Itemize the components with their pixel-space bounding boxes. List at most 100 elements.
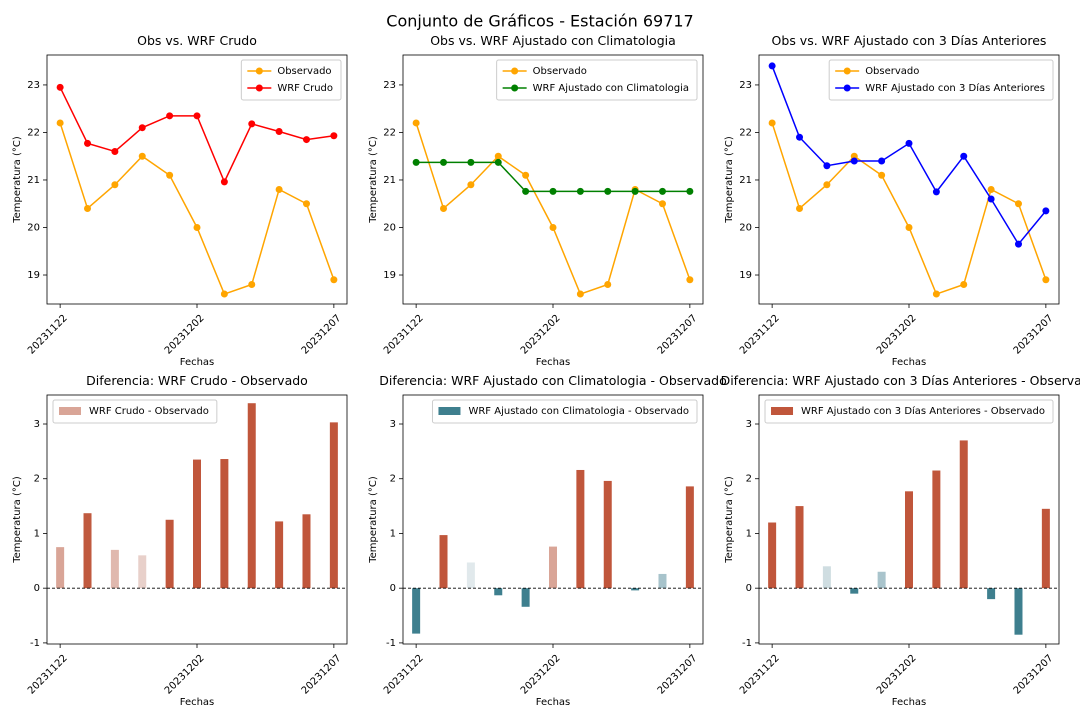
series-line (771, 122, 1047, 295)
axes-frame (402, 394, 704, 645)
bar (1014, 588, 1023, 635)
bar (959, 440, 968, 589)
bar (56, 547, 65, 589)
legend-label: WRF Ajustado con Climatologia - Observad… (468, 406, 689, 417)
legend-swatch (255, 67, 263, 75)
y-tick-label: 3 (746, 419, 752, 430)
figure-title: Conjunto de Gráficos - Estación 69717 (386, 12, 693, 31)
y-tick-label: 19 (383, 270, 396, 281)
x-axis-label: Fechas (180, 697, 215, 708)
x-tick-label: 20231207 (300, 653, 344, 697)
point (960, 152, 968, 160)
point (1014, 240, 1022, 248)
legend-label: WRF Crudo - Observado (89, 406, 209, 417)
point (796, 204, 804, 212)
point (576, 187, 584, 195)
y-tick-label: 22 (739, 127, 752, 138)
x-axis-label: Fechas (536, 357, 571, 368)
y-tick-label: 23 (739, 80, 752, 91)
point (440, 204, 448, 212)
x-tick-label: 20231202 (163, 313, 207, 357)
point (248, 281, 256, 289)
y-tick-label: 21 (383, 175, 396, 186)
point (138, 124, 146, 132)
y-tick-label: -1 (386, 638, 396, 649)
point (905, 223, 913, 231)
point (932, 290, 940, 298)
y-tick-label: 21 (27, 175, 40, 186)
bar (822, 566, 831, 589)
bar (412, 588, 421, 634)
legend-swatch (438, 407, 461, 415)
bar (302, 514, 311, 589)
y-tick-label: 0 (390, 583, 396, 594)
legend-label: WRF Crudo (277, 83, 333, 94)
point (138, 152, 146, 160)
point (111, 181, 119, 189)
legend-swatch (843, 67, 851, 75)
bar (521, 588, 530, 607)
legend: WRF Ajustado con 3 Días Anteriores - Obs… (764, 399, 1054, 424)
point (440, 158, 448, 166)
point (330, 132, 338, 140)
point (604, 281, 612, 289)
bar (329, 422, 338, 589)
point (166, 171, 174, 179)
point (412, 158, 420, 166)
legend-swatch (511, 67, 519, 75)
bar (138, 555, 147, 589)
legend-box (828, 59, 1054, 101)
bar (193, 459, 201, 589)
x-tick-label: 20231122 (738, 313, 782, 357)
x-tick-label: 20231122 (26, 313, 70, 357)
subplot-title: Obs vs. WRF Ajustado con Climatologia (430, 33, 676, 48)
y-tick-label: 22 (27, 127, 40, 138)
point (604, 187, 612, 195)
point (412, 119, 420, 127)
y-tick-label: 19 (27, 270, 40, 281)
point (549, 187, 557, 195)
bar (165, 519, 174, 589)
point (1042, 207, 1050, 215)
bar (466, 562, 475, 589)
series-line (59, 122, 335, 295)
x-axis-label: Fechas (536, 697, 571, 708)
legend: Observado WRF Ajustado con 3 Días Anterio… (828, 59, 1054, 101)
point (796, 133, 804, 141)
point (467, 158, 475, 166)
point (576, 290, 584, 298)
point (823, 162, 831, 170)
bar (247, 403, 256, 589)
legend: Observado WRF Crudo (240, 59, 342, 101)
point (878, 157, 886, 165)
legend-swatch (771, 407, 794, 415)
bar (110, 549, 119, 589)
point (1014, 200, 1022, 208)
y-tick-label: 20 (27, 222, 40, 233)
point (658, 187, 666, 195)
y-axis-label: Temperatura (°C) (724, 476, 735, 564)
x-tick-label: 20231202 (163, 653, 207, 697)
y-axis-label: Temperatura (°C) (724, 136, 735, 224)
bar (83, 513, 92, 589)
y-axis-label: Temperatura (°C) (368, 136, 379, 224)
point (302, 200, 310, 208)
bar (932, 470, 941, 589)
point (522, 171, 530, 179)
point (220, 178, 228, 186)
legend-label: WRF Ajustado con 3 Días Anteriores - Obs… (801, 405, 1045, 417)
legend-box (240, 59, 342, 101)
series-line (59, 86, 334, 184)
y-axis-label: Temperatura (°C) (12, 476, 23, 564)
bar (220, 459, 229, 589)
y-tick-label: 1 (390, 528, 396, 539)
y-tick-label: 23 (27, 80, 40, 91)
bar (439, 535, 448, 589)
y-tick-label: 2 (390, 474, 396, 485)
x-tick-label: 20231202 (875, 313, 919, 357)
bar (275, 521, 284, 589)
point (850, 157, 858, 165)
bar (877, 571, 886, 589)
axes-frame (46, 394, 348, 645)
legend-swatch (511, 84, 519, 92)
